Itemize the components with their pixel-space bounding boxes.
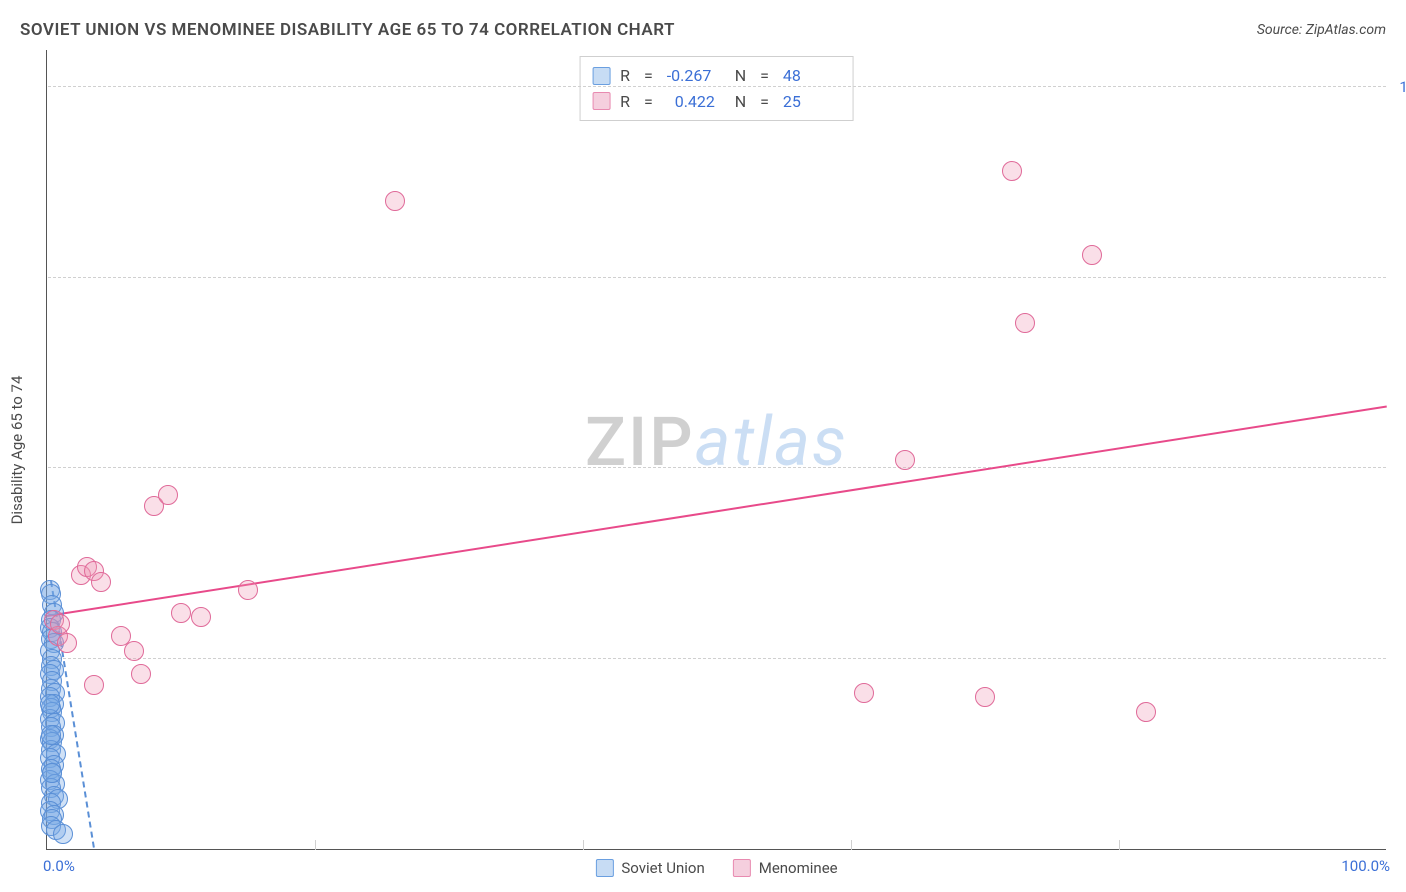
- series-legend-item-menominee: Menominee: [733, 859, 838, 877]
- x-tick-0: 0.0%: [43, 857, 75, 875]
- x-minor-tick: [583, 840, 584, 850]
- data-point-menominee: [854, 683, 874, 703]
- data-point-menominee: [1082, 245, 1102, 265]
- data-point-menominee: [91, 572, 111, 592]
- data-point-menominee: [50, 614, 70, 634]
- watermark-atlas: atlas: [695, 402, 848, 482]
- legend-eq: =: [760, 89, 769, 115]
- data-point-menominee: [84, 675, 104, 695]
- legend-R-value-menominee: 0.422: [667, 89, 725, 115]
- gridline-h: [48, 277, 1386, 278]
- legend-swatch-soviet: [595, 859, 613, 877]
- data-point-menominee: [1002, 161, 1022, 181]
- data-point-menominee: [57, 633, 77, 653]
- data-point-menominee: [131, 664, 151, 684]
- series-label-soviet: Soviet Union: [621, 859, 704, 877]
- source-name: ZipAtlas.com: [1306, 22, 1386, 38]
- x-minor-tick: [1119, 840, 1120, 850]
- data-point-menominee: [895, 450, 915, 470]
- data-point-menominee: [191, 607, 211, 627]
- correlation-legend: R = -0.267 N = 48 R = 0.422 N = 25: [579, 56, 854, 121]
- legend-R-label: R: [620, 63, 630, 89]
- data-point-menominee: [171, 603, 191, 623]
- legend-N-value-menominee: 25: [783, 89, 841, 115]
- legend-R-value-soviet: -0.267: [667, 63, 725, 89]
- series-label-menominee: Menominee: [759, 859, 838, 877]
- chart-title: SOVIET UNION VS MENOMINEE DISABILITY AGE…: [20, 20, 675, 40]
- legend-eq: =: [644, 89, 653, 115]
- source-attribution: Source: ZipAtlas.com: [1257, 22, 1386, 38]
- data-point-menominee: [238, 580, 258, 600]
- data-point-soviet: [41, 725, 61, 745]
- data-point-menominee: [158, 485, 178, 505]
- legend-N-label: N: [735, 89, 746, 115]
- legend-eq: =: [760, 63, 769, 89]
- watermark-zip: ZIP: [585, 402, 695, 482]
- x-minor-tick: [315, 840, 316, 850]
- legend-swatch-menominee: [733, 859, 751, 877]
- watermark: ZIPatlas: [585, 402, 848, 482]
- data-point-menominee: [1015, 313, 1035, 333]
- y-tick-label: 100.0%: [1399, 78, 1406, 96]
- series-legend: Soviet Union Menominee: [595, 859, 837, 877]
- x-minor-tick: [851, 840, 852, 850]
- data-point-soviet: [42, 763, 62, 783]
- gridline-h: [48, 658, 1386, 659]
- x-tick-100: 100.0%: [1341, 857, 1390, 875]
- data-point-menominee: [385, 191, 405, 211]
- data-point-soviet: [40, 694, 60, 714]
- data-point-menominee: [124, 641, 144, 661]
- legend-eq: =: [644, 63, 653, 89]
- scatter-chart: Disability Age 65 to 74 ZIPatlas R = -0.…: [46, 50, 1386, 850]
- chart-header: SOVIET UNION VS MENOMINEE DISABILITY AGE…: [20, 20, 1386, 40]
- legend-row-soviet: R = -0.267 N = 48: [592, 63, 841, 89]
- gridline-h: [48, 467, 1386, 468]
- legend-swatch-menominee: [592, 92, 610, 110]
- legend-N-label: N: [735, 63, 746, 89]
- legend-swatch-soviet: [592, 67, 610, 85]
- data-point-menominee: [975, 687, 995, 707]
- data-point-soviet: [53, 824, 73, 844]
- data-point-menominee: [1136, 702, 1156, 722]
- series-legend-item-soviet: Soviet Union: [595, 859, 704, 877]
- source-label: Source:: [1257, 22, 1302, 38]
- legend-row-menominee: R = 0.422 N = 25: [592, 89, 841, 115]
- y-axis-label: Disability Age 65 to 74: [8, 375, 26, 524]
- legend-R-label: R: [620, 89, 630, 115]
- legend-N-value-soviet: 48: [783, 63, 841, 89]
- gridline-h: [48, 86, 1386, 87]
